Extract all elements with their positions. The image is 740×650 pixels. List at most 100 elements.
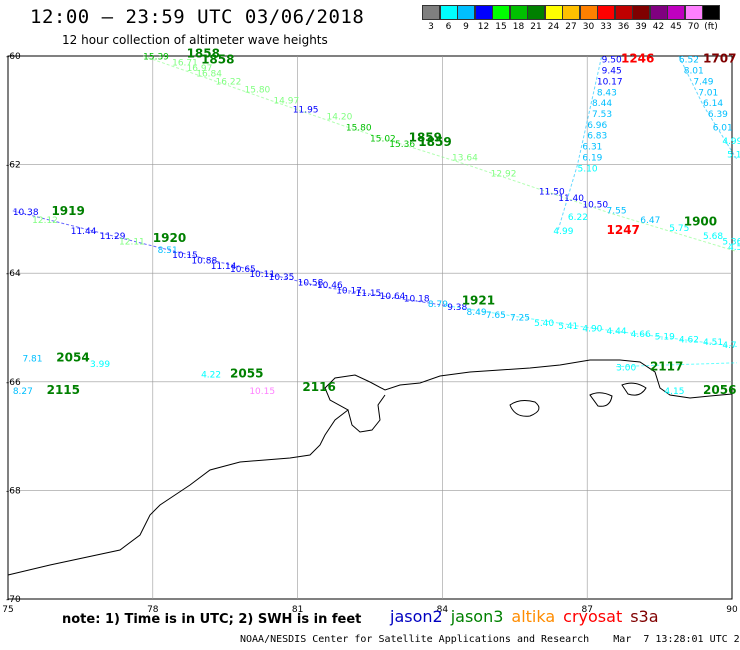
lat-tick-label: -62 bbox=[6, 161, 21, 171]
satellite-s3a: s3a bbox=[630, 607, 659, 626]
swh-value-label: 7.65 bbox=[486, 311, 506, 321]
track-line bbox=[678, 55, 738, 160]
time-label: 2056 bbox=[703, 383, 736, 397]
colorbar-label: 45 bbox=[670, 22, 682, 32]
time-label: 1247 bbox=[607, 223, 640, 237]
swh-value-label: 7.81 bbox=[22, 354, 42, 364]
swh-value-label: 6.83 bbox=[587, 132, 607, 142]
swh-value-label: 10.15 bbox=[172, 251, 198, 261]
swh-value-label: 12.11 bbox=[119, 238, 145, 248]
swh-value-label: 15.36 bbox=[389, 140, 415, 150]
colorbar-label: 42 bbox=[652, 22, 665, 32]
swh-value-label: 4.56 bbox=[728, 243, 740, 253]
lat-tick-label: -68 bbox=[6, 486, 21, 496]
swh-value-label: 11.44 bbox=[71, 227, 97, 237]
time-label: 1859 bbox=[409, 130, 442, 144]
map-subtitle: 12 hour collection of altimeter wave hei… bbox=[62, 33, 328, 47]
swh-value-label: 16.84 bbox=[196, 69, 222, 79]
swh-value-label: 15.80 bbox=[346, 124, 372, 134]
lat-tick-label: -70 bbox=[6, 595, 21, 605]
swh-value-label: 4.15 bbox=[664, 387, 684, 397]
track-line bbox=[557, 55, 603, 230]
swh-value-label: 8.79 bbox=[428, 300, 448, 310]
swh-value-label: 11.29 bbox=[100, 232, 126, 242]
swh-value-label: 6.96 bbox=[587, 121, 607, 131]
swh-value-label: 5.75 bbox=[669, 224, 689, 234]
track-line bbox=[142, 55, 737, 252]
swh-value-label: 10.46 bbox=[317, 281, 343, 291]
swh-value-label: 7.25 bbox=[510, 314, 530, 324]
swh-value-label: 6.19 bbox=[582, 153, 602, 163]
swh-value-label: 16.97 bbox=[187, 64, 213, 74]
lon-tick-label: 87 bbox=[581, 605, 592, 615]
swh-value-label: 11.95 bbox=[293, 106, 319, 116]
swh-value-label: 9.50 bbox=[602, 56, 622, 66]
island-3 bbox=[621, 382, 647, 396]
swh-value-label: 6.01 bbox=[713, 124, 733, 134]
colorbar-label: 36 bbox=[617, 22, 630, 32]
swh-value-label: 10.38 bbox=[13, 208, 39, 218]
swh-value-label: 4.7 bbox=[722, 341, 736, 351]
swh-value-label: 7.01 bbox=[698, 88, 718, 98]
swh-value-label: 5.36 bbox=[722, 238, 740, 248]
swh-value-label: 16.71 bbox=[172, 58, 198, 68]
time-label: 1859 bbox=[418, 135, 451, 149]
antarctic-coastline bbox=[7, 359, 733, 576]
swh-value-label: 7.49 bbox=[693, 77, 713, 87]
colorbar-swatch bbox=[702, 5, 720, 20]
swh-value-label: 7.53 bbox=[592, 110, 612, 120]
swh-value-label: 4.90 bbox=[582, 325, 602, 335]
satellite-jason2: jason2 bbox=[390, 607, 443, 626]
swh-value-label: 14.97 bbox=[273, 96, 299, 106]
swh-value-label: 10.11 bbox=[249, 270, 275, 280]
time-label: 1921 bbox=[462, 293, 495, 307]
swh-value-label: 8.51 bbox=[158, 246, 178, 256]
map-title: 12:00 – 23:59 UTC 03/06/2018 bbox=[30, 6, 365, 28]
swh-value-label: 9.38 bbox=[447, 303, 467, 313]
swh-value-label: 6.47 bbox=[640, 216, 660, 226]
time-label: 2055 bbox=[230, 367, 263, 381]
lat-tick-label: -66 bbox=[6, 378, 21, 388]
swh-value-label: 6.22 bbox=[568, 213, 588, 223]
time-label: 2117 bbox=[650, 360, 683, 374]
swh-value-label: 13.64 bbox=[452, 153, 478, 163]
time-label: 1707 bbox=[703, 52, 736, 66]
swh-value-label: 16.22 bbox=[216, 77, 242, 87]
satellite-altika: altika bbox=[511, 607, 556, 626]
swh-value-label: 6.14 bbox=[703, 99, 723, 109]
colorbar-label: 15 bbox=[495, 22, 507, 32]
swh-value-label: 4.99 bbox=[553, 227, 573, 237]
swh-value-label: 4.99 bbox=[722, 137, 740, 147]
swh-value-label: 5.40 bbox=[534, 319, 554, 329]
swh-value-label: 8.01 bbox=[684, 67, 704, 77]
swh-value-label: 4.51 bbox=[703, 338, 723, 348]
satellite-legend: jason2 jason3 altika cryosat s3a bbox=[390, 607, 667, 626]
time-label: 1858 bbox=[187, 46, 220, 60]
lon-tick-label: 78 bbox=[147, 605, 159, 615]
swh-value-label: 5.1 bbox=[727, 151, 740, 161]
swh-value-label: 10.35 bbox=[269, 273, 295, 283]
time-label: 2054 bbox=[56, 350, 89, 364]
swh-value-label: 8.49 bbox=[467, 308, 487, 318]
peninsula-path bbox=[347, 394, 386, 433]
swh-value-label: 10.17 bbox=[597, 77, 623, 87]
colorbar-label: 18 bbox=[512, 22, 525, 32]
swh-value-label: 5.19 bbox=[655, 333, 675, 343]
swh-value-label: 10.15 bbox=[249, 387, 275, 397]
footnote: note: 1) Time is in UTC; 2) SWH is in fe… bbox=[62, 612, 362, 627]
swh-value-label: 11.14 bbox=[211, 262, 237, 272]
colorbar-label: 12 bbox=[477, 22, 490, 32]
swh-value-label: 10.88 bbox=[191, 257, 217, 267]
time-label: 2116 bbox=[302, 380, 335, 394]
swh-value-label: 8.44 bbox=[592, 99, 612, 109]
coastline-path bbox=[7, 359, 733, 576]
satellite-cryosat: cryosat bbox=[563, 607, 623, 626]
swh-value-label: 15.39 bbox=[143, 52, 169, 62]
swh-value-label: 6.39 bbox=[708, 110, 728, 120]
swh-value-label: 5.68 bbox=[703, 232, 723, 242]
colorbar-label: 70 bbox=[687, 22, 700, 32]
lon-tick-label: 81 bbox=[292, 605, 303, 615]
colorbar-label: 24 bbox=[547, 22, 560, 32]
lat-tick-label: -60 bbox=[6, 52, 21, 62]
